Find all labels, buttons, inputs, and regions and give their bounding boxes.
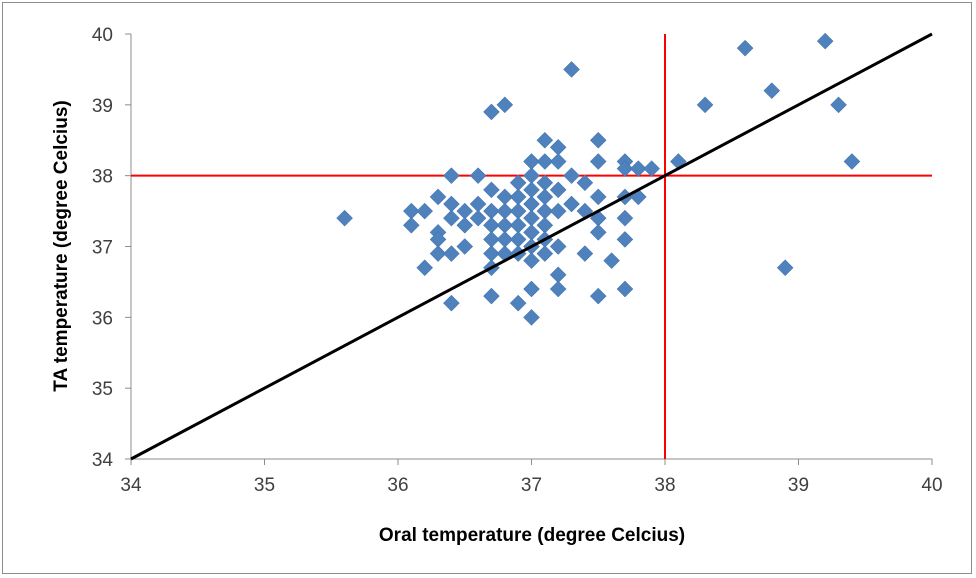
data-point [443,167,460,185]
data-point [589,188,607,206]
data-point [509,231,527,248]
data-point [589,223,607,241]
data-point [549,202,567,220]
data-point [429,188,447,206]
data-point [509,202,527,220]
data-point [589,131,607,149]
data-point [563,195,580,213]
data-point [523,223,540,241]
data-point [443,195,460,213]
data-point [816,32,834,50]
y-tick-label: 40 [92,25,113,46]
y-tick-label: 34 [92,450,114,471]
data-point [496,96,514,114]
data-point [603,252,620,270]
data-point [616,231,634,248]
data-point [509,216,527,234]
data-point [763,82,781,100]
data-point [402,216,420,234]
data-point [523,167,540,185]
data-point [576,245,594,262]
data-point [336,209,353,227]
data-point [523,195,540,213]
data-point [509,188,527,206]
data-point [483,103,500,121]
data-point [643,160,661,177]
data-point [416,259,434,277]
data-point [509,294,527,312]
x-tick-label: 39 [788,475,809,496]
data-point [549,181,567,199]
data-points [336,32,861,326]
data-point [456,216,474,234]
data-point [549,280,567,298]
x-axis-ticks: 34 35 36 37 38 39 40 [120,459,943,496]
data-point [536,245,554,262]
data-point [536,153,554,170]
data-point [443,245,460,262]
data-point [483,287,500,305]
x-tick-label: 34 [120,475,142,496]
x-tick-label: 37 [521,475,542,496]
data-point [469,209,487,227]
data-point [523,181,540,199]
data-point [736,39,754,57]
y-axis-ticks: 34 35 36 37 38 39 40 [92,25,131,471]
y-tick-label: 39 [92,96,113,117]
data-point [616,209,634,227]
data-point [616,160,634,177]
y-tick-label: 35 [92,379,113,400]
data-point [456,202,474,220]
data-point [469,167,487,185]
data-point [523,280,540,298]
data-point [443,294,460,312]
data-point [616,280,634,298]
x-tick-label: 38 [654,475,675,496]
data-point [549,238,567,255]
data-point [483,181,500,199]
x-tick-label: 40 [921,475,942,496]
y-tick-label: 36 [92,308,113,329]
data-point [576,174,594,192]
data-point [456,238,474,255]
data-point [536,131,554,149]
data-point [469,195,487,213]
data-point [589,287,607,305]
data-point [523,308,540,326]
data-point [536,216,554,234]
data-point [843,153,861,170]
data-point [563,61,580,78]
data-point [696,96,714,114]
data-point [589,153,607,170]
data-point [536,188,554,206]
x-axis-title: Oral temperature (degree Celcius) [379,525,685,546]
data-point [429,245,447,262]
data-point [830,96,847,114]
x-tick-label: 35 [254,475,275,496]
data-point [536,174,554,192]
data-point [523,209,540,227]
data-point [523,252,540,270]
data-point [549,153,567,170]
identity-line [130,32,933,461]
x-tick-label: 36 [387,475,408,496]
data-point [563,167,580,185]
data-point [443,209,460,227]
data-point [549,138,567,156]
data-point [629,160,647,177]
y-tick-label: 37 [92,238,113,259]
data-point [416,202,434,220]
y-tick-label: 38 [92,167,113,188]
y-axis-title: TA temperature (degree Celcius) [51,100,72,391]
data-point [509,174,527,192]
data-point [549,266,567,284]
data-point [776,259,794,277]
